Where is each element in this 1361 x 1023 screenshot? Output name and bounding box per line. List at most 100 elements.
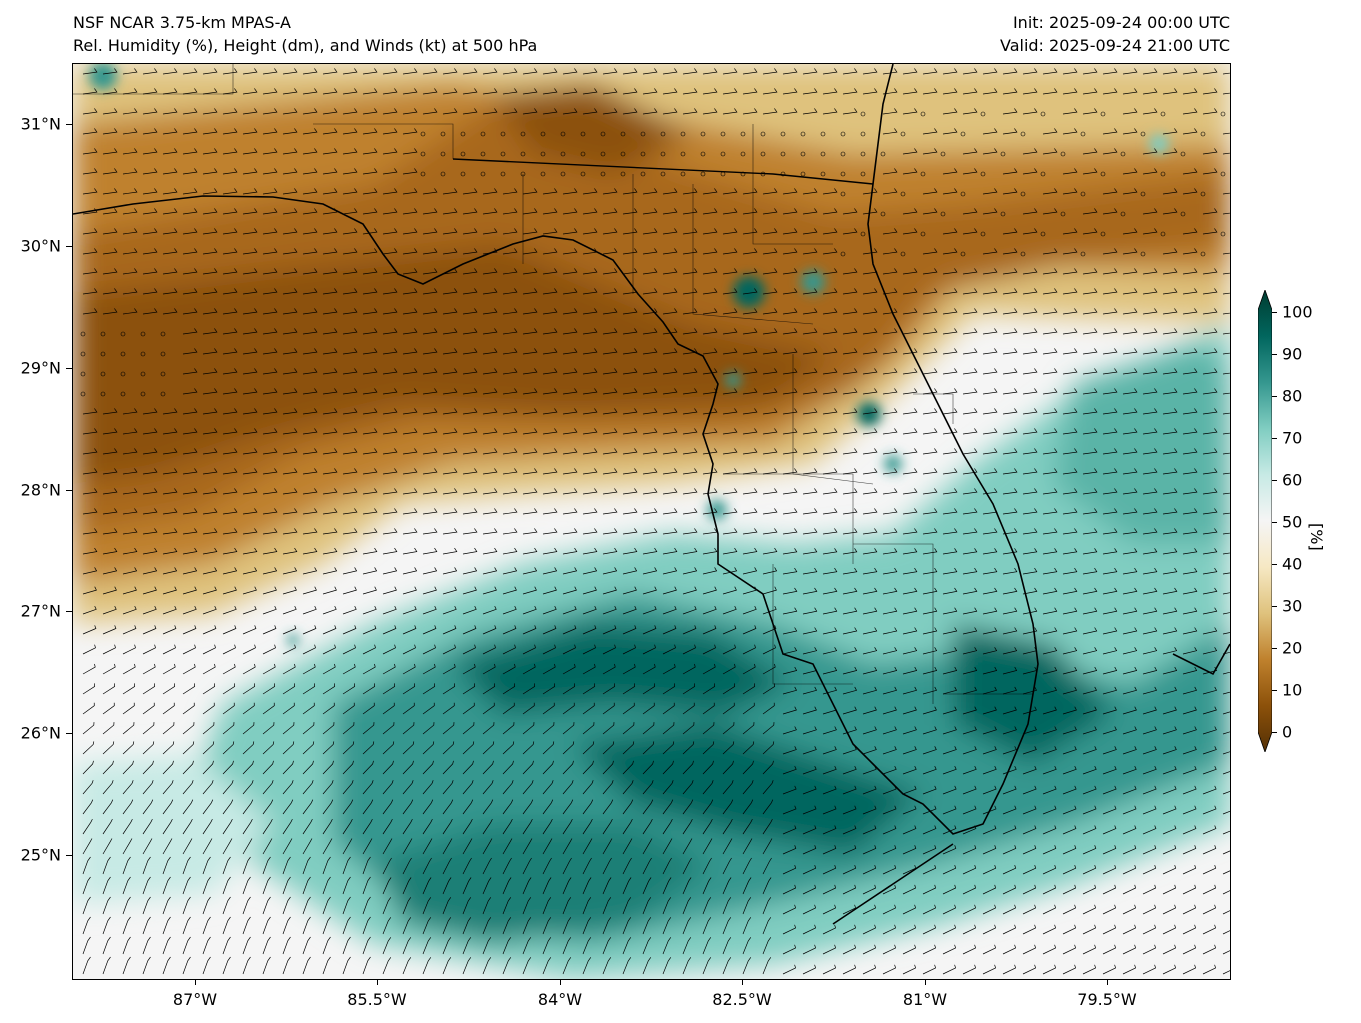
wind-barb	[282, 128, 298, 135]
wind-barb	[582, 683, 596, 695]
lat-label: 28°N	[20, 480, 61, 500]
wind-barb	[482, 741, 495, 755]
wind-barb	[362, 547, 378, 555]
wind-barb	[782, 904, 797, 915]
wind-barb	[1042, 805, 1057, 815]
wind-barb	[702, 68, 718, 75]
wind-barb	[162, 188, 178, 195]
wind-barb	[1122, 268, 1138, 275]
wind-barb	[1162, 208, 1178, 215]
wind-barb	[162, 428, 178, 435]
wind-barb	[1202, 108, 1218, 115]
wind-barb	[342, 268, 358, 275]
wind-barb	[742, 857, 752, 875]
wind-barb	[782, 188, 798, 195]
wind-barb	[402, 877, 412, 895]
calm-wind-circle	[960, 131, 966, 137]
wind-barb	[1142, 706, 1157, 715]
wind-barb	[382, 567, 398, 575]
wind-barb	[1162, 686, 1178, 695]
wind-barb	[922, 468, 938, 475]
wind-barb	[1062, 228, 1078, 235]
wind-barb	[842, 864, 857, 875]
wind-barb	[1002, 288, 1018, 295]
wind-barb	[762, 448, 778, 455]
wind-barb	[82, 683, 96, 695]
wind-barb	[842, 607, 858, 615]
wind-barb	[702, 428, 718, 435]
wind-barb	[122, 818, 133, 835]
wind-barb	[1022, 567, 1038, 575]
wind-barb	[362, 248, 378, 255]
wind-barb	[1002, 428, 1018, 435]
wind-barb	[682, 567, 698, 575]
wind-barb	[1182, 228, 1198, 235]
wind-barb	[522, 838, 533, 855]
wind-barb	[142, 644, 156, 655]
wind-barb	[542, 468, 558, 475]
wind-barb	[382, 408, 398, 415]
wind-barb	[662, 488, 678, 495]
wind-barb	[102, 702, 115, 715]
wind-barb	[442, 88, 458, 95]
wind-barb	[942, 726, 957, 735]
wind-barb	[1042, 904, 1057, 915]
wind-barb	[182, 228, 198, 235]
wind-barb	[482, 780, 494, 795]
wind-barb	[822, 228, 838, 235]
wind-barb	[262, 228, 278, 235]
wind-barb	[762, 68, 778, 75]
wind-barb	[502, 348, 518, 355]
wind-barb	[842, 587, 858, 595]
wind-barb	[502, 528, 518, 535]
wind-barb	[522, 586, 537, 595]
wind-barb	[82, 68, 98, 75]
wind-barb	[682, 108, 698, 115]
wind-barb	[1202, 805, 1217, 815]
wind-barb	[482, 897, 492, 915]
wind-barb	[622, 288, 638, 295]
wind-barb	[1202, 746, 1217, 755]
wind-barb	[222, 838, 233, 855]
wind-barb	[122, 108, 138, 115]
wind-barb	[1102, 268, 1118, 275]
wind-barb	[742, 368, 758, 375]
wind-barb	[782, 785, 797, 795]
wind-barb	[102, 208, 118, 215]
wind-barb	[182, 368, 198, 375]
wind-barb	[1142, 68, 1158, 75]
wind-barb	[642, 248, 658, 255]
calm-wind-circle	[100, 331, 106, 337]
wind-barb	[142, 818, 153, 835]
wind-barb	[1002, 308, 1018, 315]
wind-barb	[762, 702, 775, 715]
calm-wind-circle	[480, 171, 486, 177]
wind-barb	[1042, 248, 1058, 255]
wind-barb	[322, 328, 338, 335]
wind-barb	[642, 760, 654, 775]
calm-wind-circle	[660, 151, 666, 157]
calm-wind-circle	[680, 171, 686, 177]
wind-barb	[962, 488, 978, 495]
wind-barb	[382, 818, 393, 835]
wind-barb	[842, 567, 858, 575]
wind-barb	[982, 924, 997, 935]
calm-wind-circle	[700, 171, 706, 177]
wind-barb	[1162, 508, 1178, 515]
wind-barb	[202, 876, 211, 895]
wind-barb	[122, 605, 137, 615]
wind-barb	[982, 686, 998, 695]
wind-barb	[142, 586, 157, 595]
wind-barb	[822, 964, 837, 975]
wind-barb	[802, 68, 818, 75]
wind-barb	[1082, 68, 1098, 75]
wind-barb	[1062, 168, 1078, 175]
wind-barb	[1142, 726, 1157, 735]
wind-barb	[962, 408, 978, 415]
wind-barb	[502, 586, 517, 595]
wind-barb	[622, 268, 638, 275]
wind-barb	[1022, 108, 1038, 115]
wind-barb	[642, 328, 658, 335]
wind-barb	[382, 722, 395, 735]
colorbar-tick	[1272, 648, 1277, 649]
